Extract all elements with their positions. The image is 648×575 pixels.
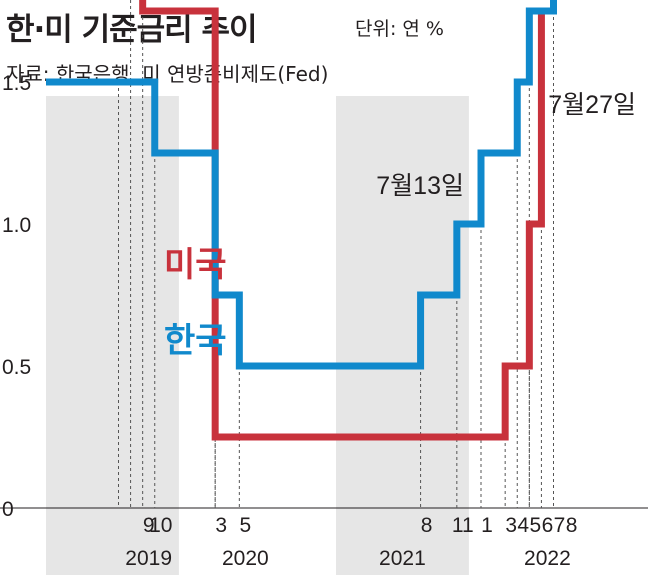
unit-label: 단위: 연 % (355, 18, 444, 40)
x-tick-label: 8 (421, 514, 433, 537)
x-tick-label: 8 (566, 514, 578, 537)
year-band-2019 (46, 96, 179, 575)
x-tick-label: 10 (149, 514, 172, 537)
year-label-2022: 2022 (524, 547, 571, 570)
y-tick-label: 0.5 (2, 356, 31, 379)
x-tick-label: 4 (517, 514, 529, 537)
y-tick-label: 0 (2, 498, 14, 521)
x-tick-label: 3 (505, 514, 517, 537)
x-tick-label: 7 (554, 514, 566, 537)
kr-end-date-label: 7월13일 (376, 172, 464, 200)
y-tick-label: 1.5 (2, 72, 31, 95)
year-label-2020: 2020 (222, 547, 269, 570)
x-tick-label: 9 (143, 514, 155, 537)
series-name-us: 미국 (164, 245, 227, 285)
x-tick-label: 5 (239, 514, 251, 537)
year-label-2019: 2019 (125, 547, 172, 570)
y-tick-label: 1.0 (2, 214, 31, 237)
x-tick-label: 1 (481, 514, 493, 537)
us-end-date-label: 7월27일 (548, 91, 636, 119)
x-tick-label: 3 (215, 514, 227, 537)
series-line-한국 (46, 0, 557, 370)
year-band-2021 (336, 96, 469, 575)
series-name-kr: 한국 (164, 321, 227, 361)
x-tick-label: 5 (529, 514, 541, 537)
x-tick-label: 6 (542, 514, 554, 537)
x-tick-label: 11 (452, 514, 474, 537)
year-label-2021: 2021 (379, 547, 426, 570)
